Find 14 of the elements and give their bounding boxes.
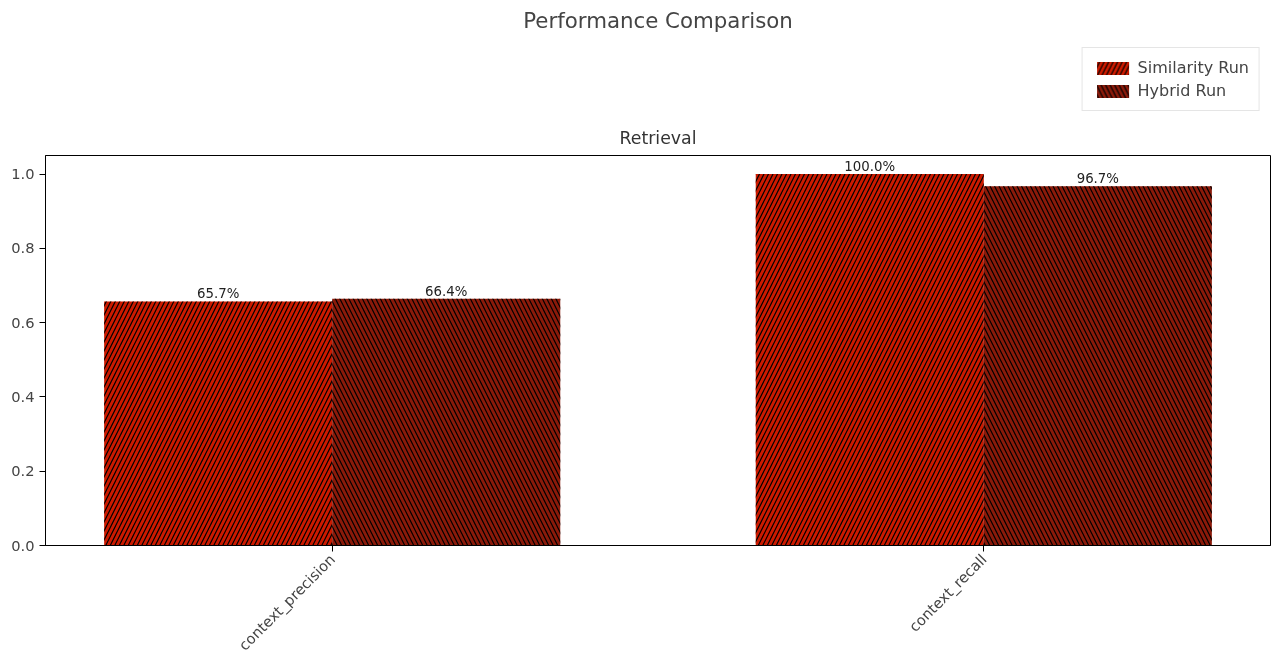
y-tick-label: 0.2	[11, 462, 35, 480]
data-label: 65.7%	[197, 286, 240, 302]
legend-label: Hybrid Run	[1137, 81, 1227, 100]
legend-label: Similarity Run	[1137, 58, 1249, 77]
y-tick-label: 0.4	[11, 387, 35, 405]
data-label: 66.4%	[425, 283, 468, 299]
data-label: 96.7%	[1076, 171, 1119, 187]
y-tick-label: 0.0	[11, 536, 35, 554]
y-tick-label: 0.8	[11, 239, 35, 257]
y-tick-label: 0.6	[11, 313, 35, 331]
chart-title: Performance Comparison	[523, 7, 793, 33]
chart-subtitle: Retrieval	[619, 127, 697, 148]
data-label: 100.0%	[844, 159, 896, 175]
y-tick-label: 1.0	[11, 165, 35, 183]
